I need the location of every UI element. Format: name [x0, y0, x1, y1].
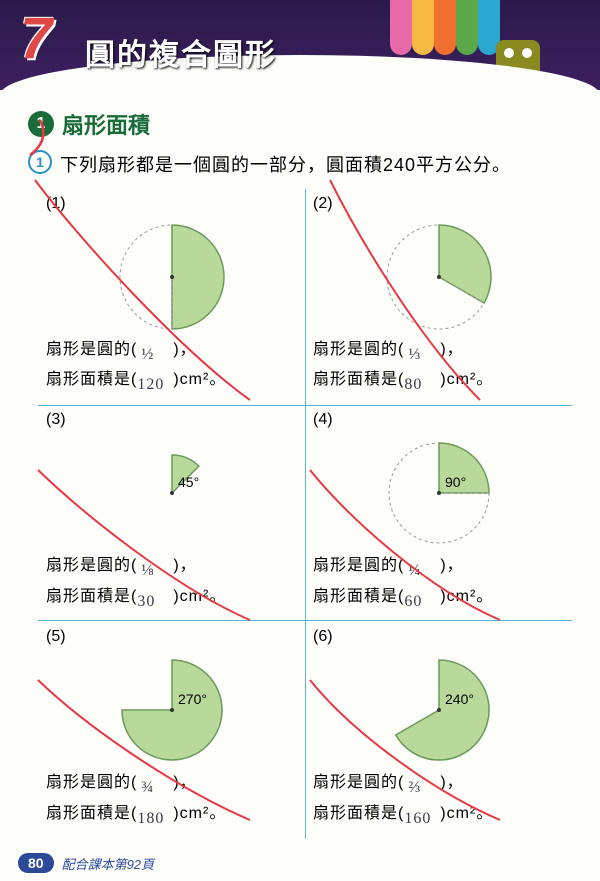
fraction-line: 扇形是圓的(¼)， — [313, 551, 564, 581]
svg-text:90°: 90° — [445, 474, 466, 490]
fraction-line: 扇形是圓的(⅛)， — [46, 551, 297, 581]
problem-cell: (2) 扇形是圓的(⅓)， 扇形面積是(80)cm²。 — [305, 189, 572, 406]
area-line: 扇形面積是(80)cm²。 — [313, 365, 564, 395]
problem-cell: (5) 270° 扇形是圓的(¾)， 扇形面積是(180)cm²。 — [38, 622, 305, 839]
answer-lines: 扇形是圓的(⅔)， 扇形面積是(160)cm²。 — [313, 768, 564, 829]
area-line: 扇形面積是(60)cm²。 — [313, 582, 564, 612]
question-text: 下列扇形都是一個圓的一部分，圓面積240平方公分。 — [60, 150, 511, 181]
area-line: 扇形面積是(180)cm²。 — [46, 799, 297, 829]
section-title: 扇形面積 — [62, 108, 150, 140]
fraction-line: 扇形是圓的(¾)， — [46, 768, 297, 798]
area-line: 扇形面積是(160)cm²。 — [313, 799, 564, 829]
page-number-badge: 80 — [18, 853, 54, 873]
sector-diagram: 240° — [313, 650, 564, 768]
question-badge: 1 — [28, 150, 52, 174]
problem-cell: (1) 扇形是圓的(½)， 扇形面積是(120)cm²。 — [38, 189, 305, 406]
problem-number: (6) — [313, 628, 564, 646]
fraction-line: 扇形是圓的(⅔)， — [313, 768, 564, 798]
answer-lines: 扇形是圓的(¾)， 扇形面積是(180)cm²。 — [46, 768, 297, 829]
problem-number: (3) — [46, 411, 297, 429]
problem-number: (5) — [46, 628, 297, 646]
area-line: 扇形面積是(30)cm²。 — [46, 582, 297, 612]
stripe — [456, 0, 478, 55]
section-heading: 1 扇形面積 — [28, 108, 572, 140]
problem-cell: (3) 45° 扇形是圓的(⅛)， 扇形面積是(30)cm²。 — [38, 405, 305, 622]
sector-diagram: 90° — [313, 433, 564, 551]
sector-diagram: 45° — [46, 433, 297, 551]
problem-number: (4) — [313, 411, 564, 429]
decorative-stripes — [390, 0, 500, 55]
stripe — [412, 0, 434, 55]
fraction-line: 扇形是圓的(⅓)， — [313, 335, 564, 365]
svg-text:240°: 240° — [445, 691, 474, 707]
footer-ref-text: 配合課本第92頁 — [62, 854, 154, 873]
page-footer: 80 配合課本第92頁 — [18, 853, 154, 873]
sector-diagram — [313, 217, 564, 335]
stripe — [434, 0, 456, 55]
sector-diagram — [46, 217, 297, 335]
section-badge: 1 — [28, 111, 54, 137]
chapter-title: 圓的複合圖形 — [85, 30, 277, 74]
problem-number: (2) — [313, 195, 564, 213]
page-content: 1 扇形面積 1 下列扇形都是一個圓的一部分，圓面積240平方公分。 (1) 扇… — [0, 90, 600, 839]
page-header: 7 圓的複合圖形 — [0, 0, 600, 90]
problem-grid: (1) 扇形是圓的(½)， 扇形面積是(120)cm²。 (2) 扇形是圓的(⅓… — [38, 189, 572, 839]
area-line: 扇形面積是(120)cm²。 — [46, 365, 297, 395]
problem-cell: (6) 240° 扇形是圓的(⅔)， 扇形面積是(160)cm²。 — [305, 622, 572, 839]
stripe — [390, 0, 412, 55]
svg-text:45°: 45° — [178, 474, 199, 490]
answer-lines: 扇形是圓的(⅓)， 扇形面積是(80)cm²。 — [313, 335, 564, 396]
sector-diagram: 270° — [46, 650, 297, 768]
answer-lines: 扇形是圓的(⅛)， 扇形面積是(30)cm²。 — [46, 551, 297, 612]
question-heading: 1 下列扇形都是一個圓的一部分，圓面積240平方公分。 — [28, 150, 572, 181]
problem-number: (1) — [46, 195, 297, 213]
svg-text:270°: 270° — [178, 691, 207, 707]
problem-cell: (4) 90° 扇形是圓的(¼)， 扇形面積是(60)cm²。 — [305, 405, 572, 622]
chapter-number: 7 — [20, 5, 52, 72]
answer-lines: 扇形是圓的(¼)， 扇形面積是(60)cm²。 — [313, 551, 564, 612]
fraction-line: 扇形是圓的(½)， — [46, 335, 297, 365]
answer-lines: 扇形是圓的(½)， 扇形面積是(120)cm²。 — [46, 335, 297, 396]
